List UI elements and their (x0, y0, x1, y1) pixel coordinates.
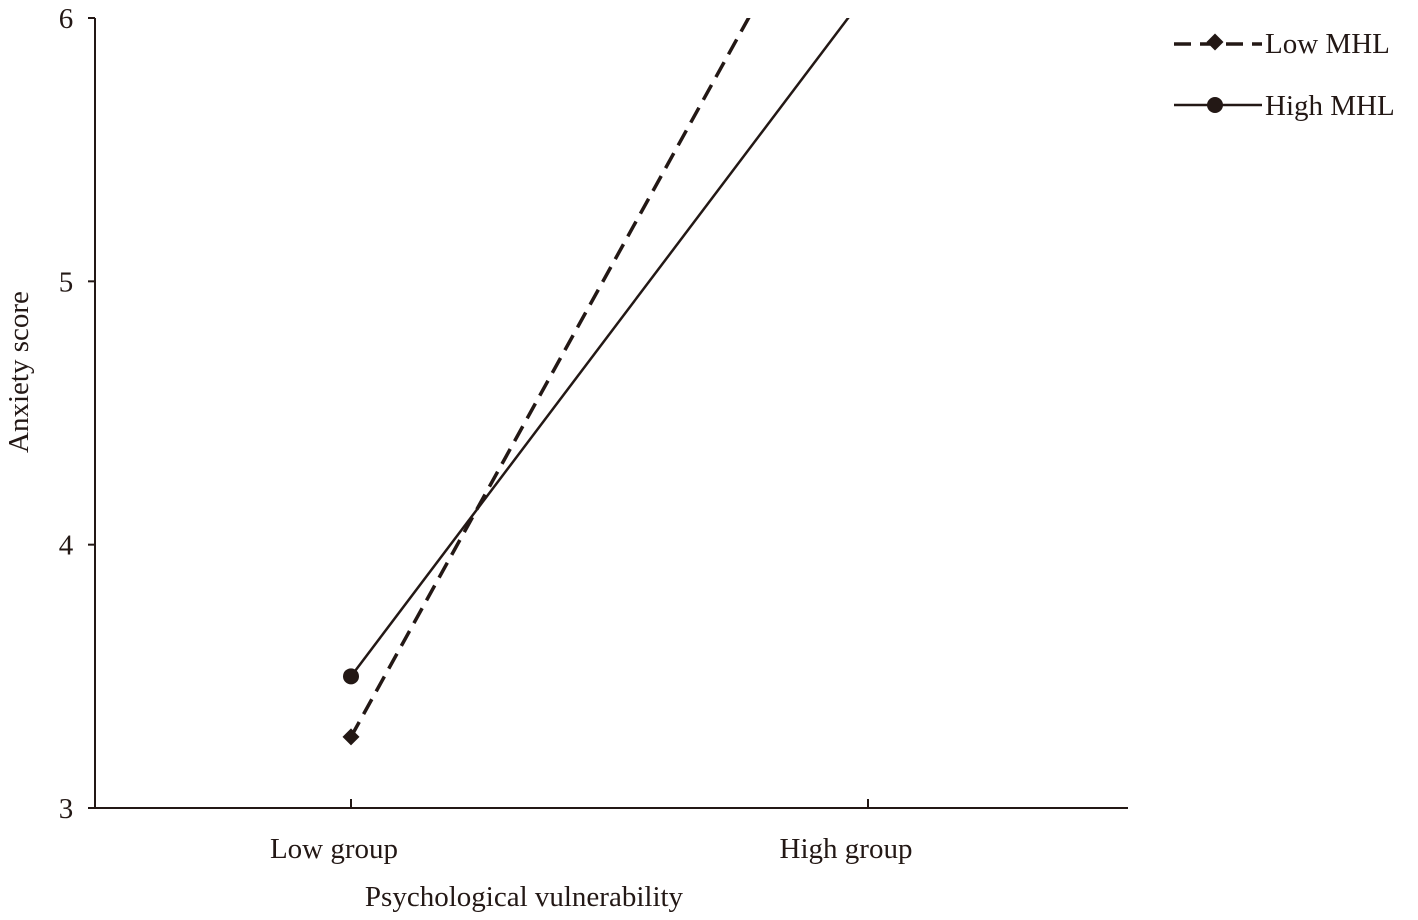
y-tick-label-6: 6 (59, 3, 74, 35)
legend-circle-icon (1207, 97, 1223, 113)
point-high-mhl-0 (343, 668, 359, 685)
series-line-low-mhl (349, 18, 751, 738)
point-low-mhl-0 (342, 728, 360, 746)
x-tick-label-low: Low group (270, 833, 398, 865)
legend-label-low-mhl: Low MHL (1265, 28, 1390, 60)
y-tick-label-5: 5 (59, 266, 74, 298)
legend-label-high-mhl: High MHL (1265, 90, 1395, 122)
y-tick-label-4: 4 (59, 530, 74, 562)
x-tick-label-high: High group (780, 833, 913, 865)
series-line-high-mhl (350, 18, 850, 678)
y-axis-label: Anxiety score (3, 291, 35, 453)
legend: Low MHL High MHL (1174, 28, 1395, 122)
x-axis-label: Psychological vulnerability (365, 881, 684, 913)
y-tick-label-3: 3 (59, 793, 74, 825)
legend-diamond-icon (1206, 33, 1224, 51)
